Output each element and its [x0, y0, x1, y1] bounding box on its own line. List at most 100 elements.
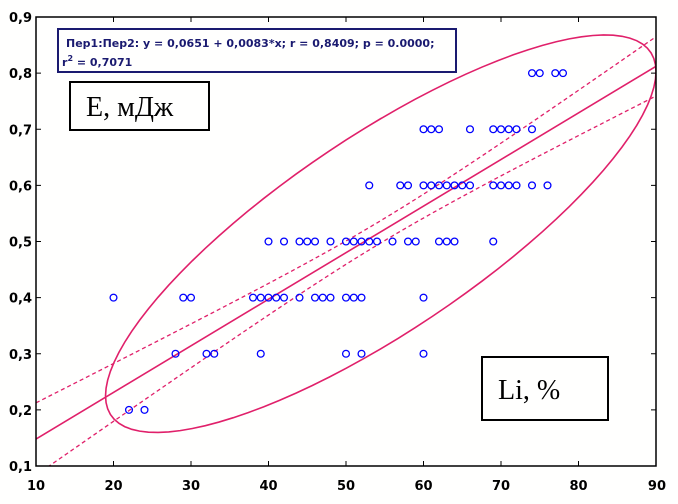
data-point — [341, 237, 351, 246]
data-point — [318, 293, 327, 302]
regression-equation: Пер1:Пер2: y = 0,0651 + 0,0083*x; r = 0,… — [66, 37, 434, 50]
data-point — [396, 181, 405, 190]
data-point — [434, 181, 444, 190]
data-point — [341, 349, 351, 358]
data-point — [365, 237, 374, 246]
y-tick-label: 0,4 — [9, 292, 32, 307]
data-point — [256, 349, 265, 358]
data-point — [171, 349, 180, 358]
confidence-band-upper — [36, 36, 656, 404]
data-point — [272, 293, 281, 302]
data-point — [357, 349, 366, 358]
data-point — [279, 237, 289, 246]
y-variable-label-box: Е, мДж — [69, 81, 210, 131]
data-point — [248, 293, 258, 302]
data-point — [450, 181, 459, 190]
data-point — [427, 125, 436, 134]
x-variable-label-box: Li, % — [481, 356, 609, 421]
data-point — [527, 125, 537, 134]
data-point — [295, 237, 304, 246]
data-point — [434, 125, 444, 134]
data-point — [419, 181, 428, 190]
data-point — [465, 181, 475, 190]
data-point — [365, 181, 374, 190]
data-point — [295, 293, 304, 302]
y-tick-label: 0,1 — [9, 460, 32, 475]
data-point — [551, 69, 560, 78]
data-point — [326, 293, 335, 302]
data-point — [442, 237, 451, 246]
x-tick-label: 90 — [648, 479, 666, 494]
x-tick-label: 30 — [182, 479, 200, 494]
data-point — [140, 405, 149, 414]
data-point — [303, 237, 312, 246]
data-point — [202, 349, 211, 358]
confidence-ellipse — [104, 34, 656, 434]
y-tick-label: 0,8 — [9, 67, 32, 82]
data-point — [279, 293, 289, 302]
x-tick-label: 10 — [27, 479, 45, 494]
data-point — [349, 293, 358, 302]
y-tick-label: 0,2 — [9, 404, 32, 419]
data-point — [372, 237, 382, 246]
axes: 0,1 0,2 0,3 0,4 0,5 0,6 0,7 0,8 0,9 10 20 30 40 50 60 7… — [9, 11, 666, 494]
data-point — [434, 237, 444, 246]
x-variable-label: Li, % — [498, 375, 560, 406]
y-tick-label: 0,7 — [9, 123, 32, 138]
data-point — [256, 293, 265, 302]
data-point — [264, 293, 273, 302]
data-point — [179, 293, 188, 302]
regression-box-frame — [57, 28, 457, 73]
data-point — [535, 69, 544, 78]
data-point — [489, 181, 498, 190]
data-point — [427, 181, 436, 190]
data-point — [504, 125, 513, 134]
data-point — [349, 237, 358, 246]
data-point — [310, 237, 320, 246]
data-point — [450, 237, 459, 246]
data-point — [109, 293, 118, 302]
data-point — [419, 349, 428, 358]
data-point — [419, 125, 428, 134]
data-point — [512, 125, 521, 134]
y-tick-label: 0,6 — [9, 179, 32, 194]
data-point — [458, 181, 467, 190]
x-tick-label: 20 — [104, 479, 122, 494]
data-point — [543, 181, 552, 190]
data-point — [403, 237, 413, 246]
x-tick-label: 70 — [492, 479, 510, 494]
confidence-band-lower — [48, 95, 656, 466]
regression-line — [36, 65, 656, 440]
data-point — [210, 349, 219, 358]
data-point — [264, 237, 273, 246]
data-point — [388, 237, 397, 246]
data-point — [558, 69, 568, 78]
data-point — [411, 237, 420, 246]
y-variable-label-frame — [69, 81, 210, 131]
data-point — [527, 69, 537, 78]
y-tick-label: 0,5 — [9, 236, 32, 251]
x-tick-label: 60 — [414, 479, 432, 494]
data-point — [419, 293, 428, 302]
y-variable-label: Е, мДж — [86, 92, 174, 123]
x-tick-label: 80 — [569, 479, 587, 494]
y-tick-label: 0,3 — [9, 348, 32, 363]
data-point — [186, 293, 196, 302]
regression-box: Пер1:Пер2: y = 0,0651 + 0,0083*x; r = 0,… — [57, 28, 457, 73]
data-point — [465, 125, 475, 134]
plot-area — [36, 34, 656, 466]
data-point — [496, 181, 506, 190]
data-point — [489, 237, 498, 246]
x-tick-label: 50 — [337, 479, 355, 494]
r-squared-text: r2 = 0,7071 — [62, 54, 132, 69]
data-point — [403, 181, 413, 190]
data-point — [504, 181, 513, 190]
data-point — [341, 293, 351, 302]
data-point — [357, 237, 366, 246]
y-tick-label: 0,9 — [9, 11, 32, 26]
x-tick-label: 40 — [259, 479, 277, 494]
data-point — [489, 125, 498, 134]
data-point — [496, 125, 506, 134]
data-point — [124, 405, 134, 414]
